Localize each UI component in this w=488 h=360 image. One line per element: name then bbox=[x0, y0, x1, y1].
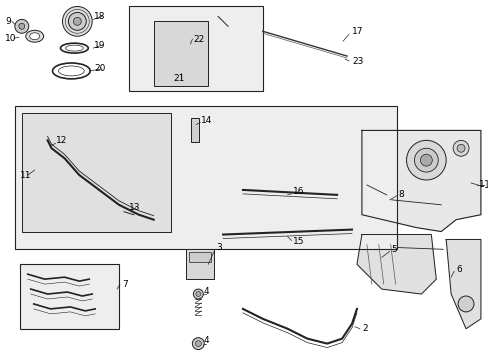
Bar bbox=[129, 6, 262, 91]
Circle shape bbox=[452, 140, 468, 156]
Text: 1: 1 bbox=[478, 180, 484, 189]
Circle shape bbox=[420, 154, 431, 166]
Text: 5: 5 bbox=[391, 245, 397, 254]
Bar bbox=[191, 117, 199, 142]
Circle shape bbox=[175, 71, 185, 81]
Ellipse shape bbox=[30, 33, 40, 40]
Text: 4: 4 bbox=[203, 336, 208, 345]
Text: 22: 22 bbox=[193, 35, 204, 44]
Text: 6: 6 bbox=[455, 265, 461, 274]
Bar bbox=[189, 252, 211, 262]
Text: 20: 20 bbox=[94, 64, 105, 73]
Text: 21: 21 bbox=[173, 75, 184, 84]
Bar bbox=[15, 105, 396, 249]
Text: 10: 10 bbox=[5, 34, 17, 43]
Text: 2: 2 bbox=[361, 324, 367, 333]
Circle shape bbox=[192, 120, 198, 126]
Circle shape bbox=[193, 289, 203, 299]
Circle shape bbox=[192, 338, 204, 350]
Circle shape bbox=[219, 10, 226, 18]
Circle shape bbox=[406, 140, 445, 180]
Circle shape bbox=[62, 6, 92, 36]
Text: 9: 9 bbox=[5, 17, 11, 26]
Circle shape bbox=[19, 23, 25, 29]
Text: 19: 19 bbox=[94, 41, 105, 50]
Circle shape bbox=[163, 21, 198, 57]
Text: 1: 1 bbox=[483, 180, 488, 190]
Text: 8: 8 bbox=[398, 190, 404, 199]
Circle shape bbox=[41, 125, 53, 136]
Circle shape bbox=[195, 341, 201, 347]
Bar bbox=[186, 249, 214, 279]
Text: 23: 23 bbox=[351, 57, 363, 66]
Circle shape bbox=[174, 33, 186, 45]
Circle shape bbox=[15, 19, 29, 33]
Text: 13: 13 bbox=[129, 203, 140, 212]
Circle shape bbox=[192, 131, 198, 138]
Text: 18: 18 bbox=[94, 12, 105, 21]
Text: 16: 16 bbox=[292, 188, 304, 197]
Circle shape bbox=[168, 27, 192, 51]
Circle shape bbox=[38, 121, 58, 140]
Bar bbox=[153, 21, 208, 86]
Ellipse shape bbox=[26, 30, 43, 42]
Text: 15: 15 bbox=[292, 237, 304, 246]
Circle shape bbox=[457, 296, 473, 312]
Circle shape bbox=[195, 292, 201, 297]
Circle shape bbox=[73, 17, 81, 25]
Bar bbox=[20, 264, 119, 329]
Circle shape bbox=[414, 148, 437, 172]
Text: 14: 14 bbox=[201, 116, 212, 125]
Ellipse shape bbox=[165, 70, 195, 82]
Polygon shape bbox=[361, 130, 480, 231]
Polygon shape bbox=[445, 239, 480, 329]
Circle shape bbox=[456, 144, 464, 152]
Text: 7: 7 bbox=[122, 280, 127, 289]
Text: 12: 12 bbox=[56, 136, 67, 145]
Text: 4: 4 bbox=[203, 287, 208, 296]
Text: 11: 11 bbox=[20, 171, 31, 180]
Polygon shape bbox=[356, 234, 435, 294]
Text: 3: 3 bbox=[216, 243, 222, 252]
Bar bbox=[22, 113, 170, 231]
Text: 17: 17 bbox=[351, 27, 363, 36]
Circle shape bbox=[68, 13, 86, 30]
